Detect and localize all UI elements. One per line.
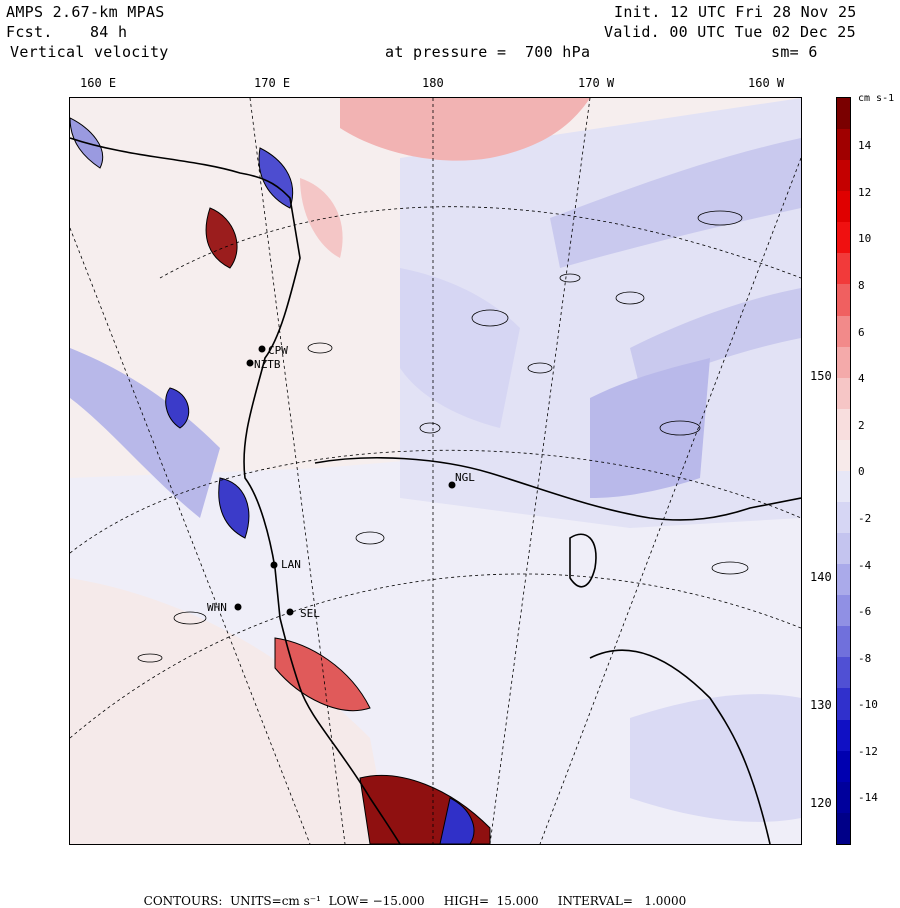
colorbar-segment xyxy=(837,470,850,503)
station-marker xyxy=(246,359,254,367)
contour-lines xyxy=(137,210,749,663)
interval-value: INTERVAL= 1.0000 xyxy=(557,894,687,908)
colorbar-segment xyxy=(837,377,850,409)
blue-band xyxy=(590,358,710,498)
colorbar-segment xyxy=(837,408,850,440)
blue-band xyxy=(630,288,801,388)
lon-label-170e: 170 E xyxy=(254,76,291,90)
coastline xyxy=(70,137,801,844)
model-name: AMPS 2.67-km MPAS xyxy=(6,3,165,21)
field-name: Vertical velocity xyxy=(10,43,169,61)
colorbar-unit: cm s-1 xyxy=(858,93,895,104)
high-value: HIGH= 15.000 xyxy=(443,894,539,908)
lon-label-170w: 170 W xyxy=(578,76,615,90)
colorbar-tick: -14 xyxy=(858,791,878,804)
colorbar-tick: -10 xyxy=(858,698,878,711)
colorbar-segment xyxy=(837,160,850,192)
colorbar-tick: -8 xyxy=(858,652,872,665)
station-label-lan: LAN xyxy=(281,558,301,571)
colorbar-segment xyxy=(837,812,850,844)
contour-info: CONTOURS: UNITS=cm s⁻¹ LOW= −15.000 HIGH… xyxy=(136,880,687,908)
mountain-signal xyxy=(70,117,491,844)
lon-label-160e: 160 E xyxy=(80,76,117,90)
colorbar-segment xyxy=(837,750,850,782)
colorbar-segment xyxy=(837,439,850,471)
station-label-cpw: CPW xyxy=(268,344,288,357)
colorbar-segment xyxy=(837,657,850,689)
colorbar-segment xyxy=(837,222,850,254)
colorbar-segment xyxy=(837,191,850,223)
colorbar xyxy=(836,97,851,845)
blue-band xyxy=(400,268,520,428)
forecast-hour: Fcst. 84 h xyxy=(6,23,128,41)
units-label: UNITS=cm s⁻¹ xyxy=(230,894,321,908)
west-land-region xyxy=(70,578,390,844)
station-marker xyxy=(258,345,266,353)
station-marker xyxy=(286,608,294,616)
station-label-ngl: NGL xyxy=(455,471,475,484)
colorbar-segment xyxy=(837,688,850,720)
station-label-whn: WHN xyxy=(207,601,227,614)
colorbar-segment xyxy=(837,98,850,130)
map-svg: CPW NZTB LAN WHN SEL NGL xyxy=(70,98,801,844)
station-label-sel: SEL xyxy=(300,607,320,620)
colorbar-tick: 2 xyxy=(858,419,865,432)
stations: CPW NZTB LAN WHN SEL NGL xyxy=(207,344,475,620)
colorbar-segment xyxy=(837,719,850,751)
smoothing: sm= 6 xyxy=(771,43,818,61)
low-value: LOW= −15.000 xyxy=(328,894,425,908)
contours-label: CONTOURS: xyxy=(143,894,223,908)
colorbar-tick: 12 xyxy=(858,186,872,199)
colorbar-tick: 0 xyxy=(858,465,865,478)
init-time: Init. 12 UTC Fri 28 Nov 25 xyxy=(614,3,857,21)
vertical-velocity-map[interactable]: CPW NZTB LAN WHN SEL NGL xyxy=(69,97,802,845)
pressure-level: at pressure = 700 hPa xyxy=(385,43,591,61)
colorbar-segment xyxy=(837,626,850,658)
colorbar-segment xyxy=(837,315,850,347)
colorbar-segment xyxy=(837,284,850,316)
station-marker xyxy=(448,481,456,489)
colorbar-segment xyxy=(837,564,850,596)
station-label-nztb: NZTB xyxy=(254,358,281,371)
colorbar-tick: 6 xyxy=(858,326,865,339)
blue-band xyxy=(550,138,801,268)
red-band xyxy=(340,98,590,161)
colorbar-tick: -6 xyxy=(858,605,872,618)
valid-time: Valid. 00 UTC Tue 02 Dec 25 xyxy=(604,23,856,41)
colorbar-segment xyxy=(837,502,850,534)
lon-label-180: 180 xyxy=(422,76,444,90)
colorbar-tick: 10 xyxy=(858,232,872,245)
colorbar-segment xyxy=(837,781,850,813)
colorbar-tick: 8 xyxy=(858,279,865,292)
colorbar-tick: 14 xyxy=(858,139,872,152)
colorbar-tick: 4 xyxy=(858,372,865,385)
colorbar-segment xyxy=(837,533,850,565)
colorbar-tick: -4 xyxy=(858,559,872,572)
colorbar-tick: -12 xyxy=(858,745,878,758)
colorbar-segment xyxy=(837,253,850,285)
station-marker xyxy=(270,561,278,569)
colorbar-segment xyxy=(837,129,850,161)
blue-band xyxy=(70,348,220,518)
red-band xyxy=(300,178,343,258)
colorbar-segment xyxy=(837,346,850,378)
colorbar-segment xyxy=(837,595,850,627)
colorbar-tick: -2 xyxy=(858,512,872,525)
lon-label-160w: 160 W xyxy=(748,76,785,90)
blue-band xyxy=(630,694,801,822)
graticule xyxy=(70,98,801,844)
station-marker xyxy=(234,603,242,611)
